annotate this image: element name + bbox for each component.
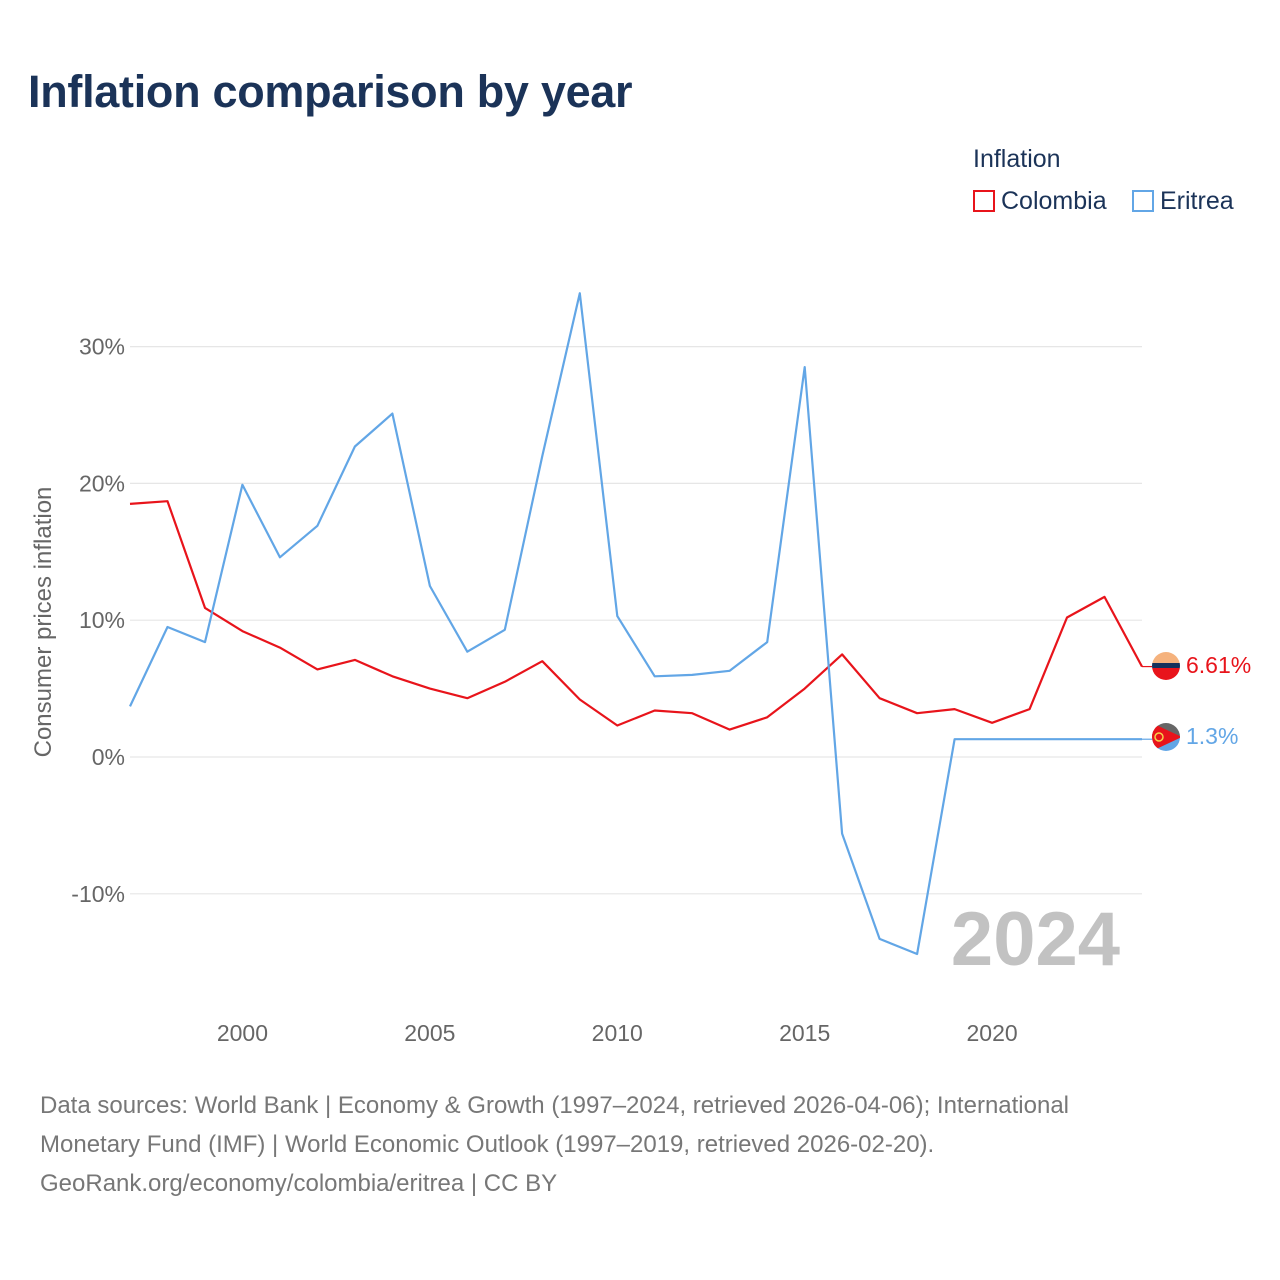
legend-label-colombia: Colombia: [1001, 186, 1107, 215]
colombia-flag-icon: [1152, 652, 1180, 680]
footer-line-3: GeoRank.org/economy/colombia/eritrea | C…: [40, 1170, 558, 1197]
x-tick-label: 2020: [966, 1020, 1017, 1046]
x-tick-label: 2010: [592, 1020, 643, 1046]
footer-line-1: Data sources: World Bank | Economy & Gro…: [40, 1092, 1070, 1119]
grid-lines: [130, 346, 1142, 895]
y-tick-label: 30%: [79, 334, 125, 360]
legend-swatch-eritrea: [1132, 190, 1154, 212]
y-tick-label: 0%: [92, 744, 125, 770]
series-lines: [129, 292, 1152, 956]
legend-label-eritrea: Eritrea: [1160, 186, 1234, 215]
y-tick-label: 20%: [79, 470, 125, 496]
chart-title: Inflation comparison by year: [28, 66, 633, 117]
x-axis-ticks: 2000 2005 2010 2015 2020: [217, 1020, 1018, 1046]
series-line-colombia: [129, 500, 1143, 731]
legend-item-eritrea[interactable]: Eritrea: [1132, 187, 1234, 215]
y-tick-label: -10%: [71, 881, 125, 907]
y-axis-label: Consumer prices inflation: [30, 487, 57, 758]
end-label-colombia: 6.61%: [1186, 652, 1251, 678]
year-watermark: 2024: [951, 897, 1120, 982]
x-tick-label: 2000: [217, 1020, 268, 1046]
series-line-eritrea: [129, 292, 1142, 956]
legend-swatch-colombia: [973, 190, 995, 212]
x-tick-label: 2005: [404, 1020, 455, 1046]
legend-item-colombia[interactable]: Colombia: [973, 187, 1107, 215]
footer-line-2: Monetary Fund (IMF) | World Economic Out…: [40, 1131, 935, 1158]
legend-title: Inflation: [973, 145, 1061, 173]
data-sources-footer: Data sources: World Bank | Economy & Gro…: [40, 1086, 1240, 1203]
x-tick-label: 2015: [779, 1020, 830, 1046]
end-label-eritrea: 1.3%: [1186, 723, 1238, 749]
eritrea-flag-icon: [1152, 723, 1180, 751]
y-tick-label: 10%: [79, 607, 125, 633]
y-axis-ticks: -10% 0% 10% 20% 30%: [71, 334, 125, 907]
